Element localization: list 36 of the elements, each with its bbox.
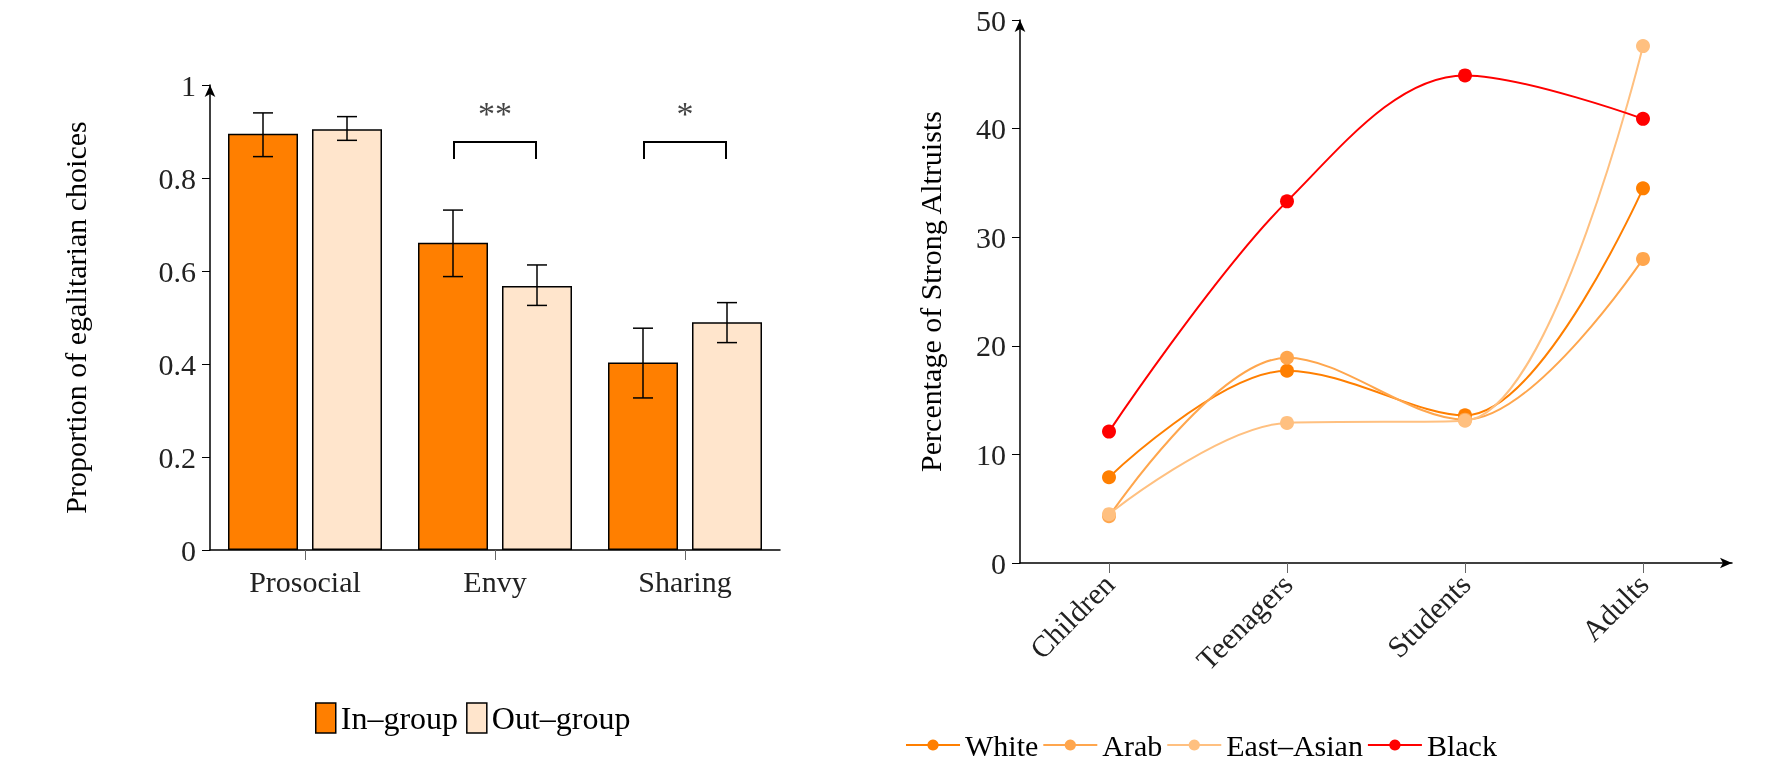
point	[1280, 350, 1294, 365]
y-axis-title: Proportion of egalitarian choices	[58, 121, 92, 514]
point	[1636, 111, 1650, 126]
y-tick-label: 0	[991, 546, 1006, 580]
legend-label: Arab	[1102, 728, 1163, 762]
point	[1280, 194, 1294, 209]
point	[1280, 415, 1294, 430]
y-tick-label: 0	[181, 533, 196, 567]
y-tick-label: 1	[181, 68, 196, 102]
legend-label: Out–group	[491, 700, 631, 736]
annotation: *	[676, 95, 694, 133]
y-tick-label: 0.8	[158, 161, 196, 195]
legend-label: In–group	[340, 700, 459, 736]
y-axis-title: Percentage of Strong Altruists	[913, 111, 947, 472]
legend-label: East–Asian	[1226, 728, 1363, 762]
x-tick-label: Envy	[463, 564, 527, 598]
y-tick-label: 10	[976, 437, 1006, 471]
point	[1102, 424, 1116, 439]
x-tick-label: Prosocial	[249, 564, 361, 598]
y-tick-label: 30	[976, 220, 1006, 254]
y-tick-label: 40	[976, 112, 1006, 146]
y-tick-label: 20	[976, 329, 1006, 363]
y-tick-label: 0.2	[158, 440, 196, 474]
legend-label: Black	[1426, 728, 1497, 762]
x-tick-label: Sharing	[638, 564, 732, 598]
y-tick-label: 0.4	[158, 347, 196, 381]
y-tick-label: 0.6	[158, 254, 196, 288]
point	[1280, 363, 1294, 378]
point	[1636, 181, 1650, 196]
point	[1102, 470, 1116, 485]
point	[1636, 251, 1650, 266]
point	[1458, 68, 1472, 83]
y-tick-label: 50	[976, 3, 1006, 37]
annotation: **	[478, 95, 512, 133]
legend-label: White	[965, 728, 1039, 762]
point	[1636, 39, 1650, 54]
